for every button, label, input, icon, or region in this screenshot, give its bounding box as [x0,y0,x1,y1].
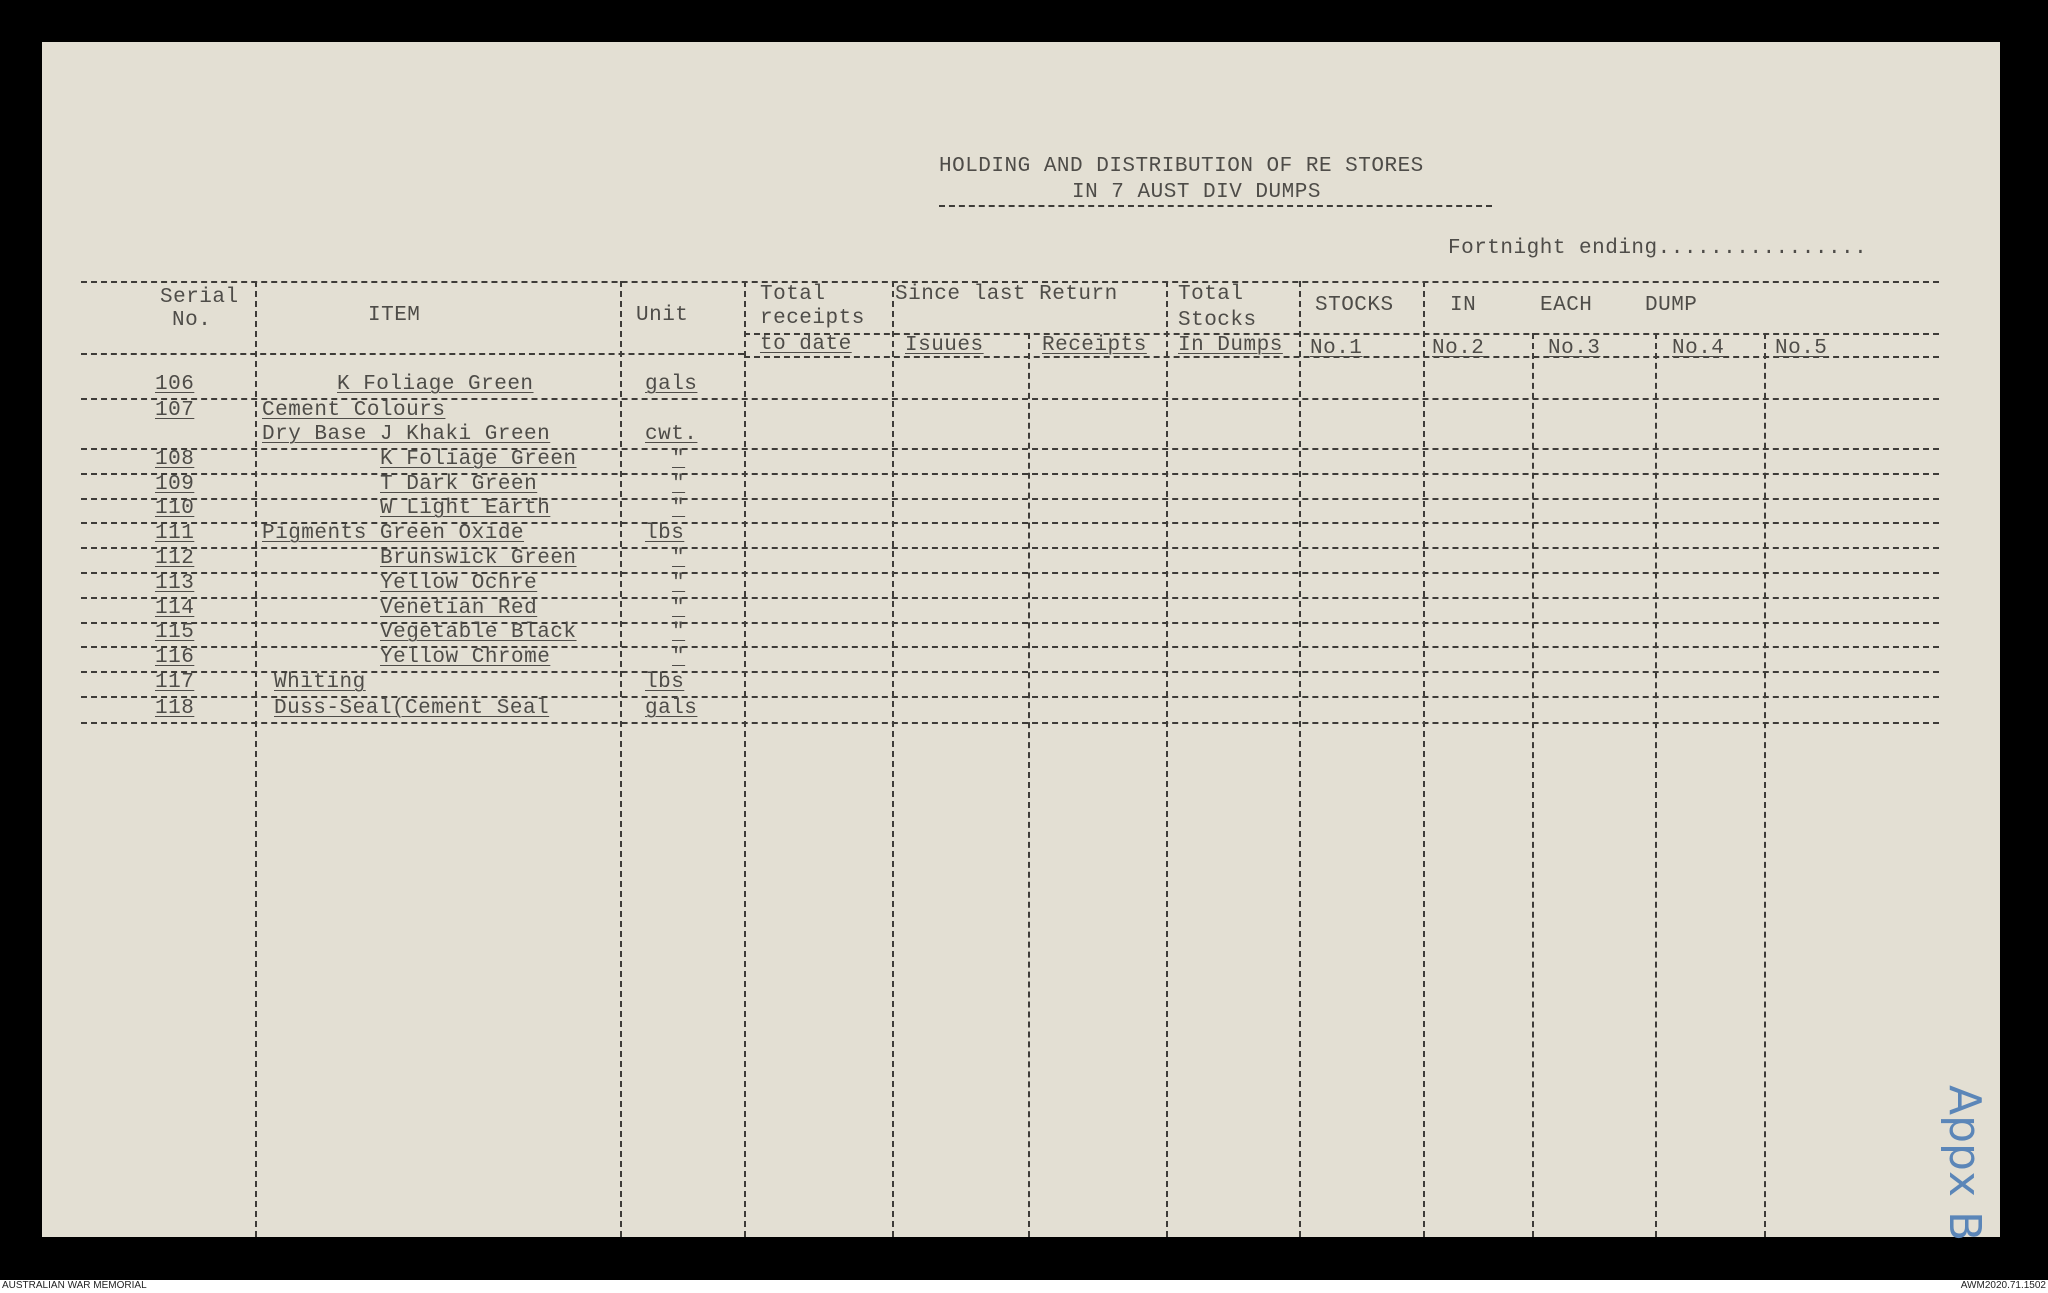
header-total-receipts-2: receipts [760,307,865,330]
row-divider [81,722,1939,724]
row-divider [81,646,1939,648]
row-unit: " [672,621,686,644]
row-item: K Foliage Green [380,448,577,471]
header-no3: No.3 [1548,337,1601,360]
row-serial: 115 [155,621,195,644]
header-total-receipts-1: Total [760,283,826,306]
header-each: EACH [1540,294,1593,317]
row-divider [81,547,1939,549]
column-divider-unit [620,281,622,1237]
column-divider-n3 [1532,333,1534,1237]
column-divider-ts [1166,281,1168,1237]
header-no5: No.5 [1775,337,1828,360]
row-item: Yellow Ochre [380,572,538,595]
footer: AUSTRALIAN WAR MEMORIAL AWM2020.71.1502 [0,1280,2048,1293]
row-serial: 112 [155,547,195,570]
row-unit: " [672,547,686,570]
header-since-last-return: Since last Return [895,283,1118,306]
row-serial: 111 [155,522,195,545]
row-item: Cement Colours [262,399,446,422]
column-divider-rc [1028,333,1030,1237]
row-unit: " [672,572,686,595]
footer-source: AUSTRALIAN WAR MEMORIAL [2,1280,147,1291]
row-serial: 109 [155,473,195,496]
header-receipts: Receipts [1042,334,1147,357]
header-top-line [81,281,1939,283]
row-unit: " [672,597,686,620]
row-unit: " [672,497,686,520]
row-divider [81,696,1939,698]
header-dump: DUMP [1645,294,1698,317]
document-page: HOLDING AND DISTRIBUTION OF RE STORES IN… [42,42,2000,1237]
row-divider [81,448,1939,450]
column-divider-sl [892,281,894,1237]
row-item: T Dark Green [380,473,538,496]
column-divider-n2 [1423,281,1425,1237]
header-no4: No.4 [1672,337,1725,360]
header-no1: No.1 [1310,337,1363,360]
column-divider-n4 [1655,333,1657,1237]
header-total-stocks-2: Stocks [1178,309,1257,332]
row-serial: 110 [155,497,195,520]
title-line-2: IN 7 AUST DIV DUMPS [1072,181,1321,204]
row-item: Duss-Seal(Cement Seal [274,697,550,720]
header-total-stocks-3: In Dumps [1178,334,1283,357]
title-underline [939,205,1492,207]
row-serial: 108 [155,448,195,471]
header-bottom-line [81,353,744,355]
handwritten-annotation: Appx B [1939,1085,1990,1242]
row-divider [81,522,1939,524]
column-divider-n1 [1299,281,1301,1237]
subheader-line [744,333,1939,335]
row-divider [81,498,1939,500]
row-item: Pigments Green Oxide [262,522,525,545]
row-item: Dry Base J Khaki Green [262,423,551,446]
row-serial: 106 [155,373,195,396]
row-unit: " [672,646,686,669]
footer-reference: AWM2020.71.1502 [1960,1280,2046,1291]
header-unit: Unit [636,304,689,327]
header-item: ITEM [368,304,421,327]
header-serial-1: Serial [160,286,239,309]
header-no2: No.2 [1432,337,1485,360]
row-item: Venetian Red [380,597,538,620]
fortnight-ending: Fortnight ending................ [1448,237,1868,260]
row-unit: lbs [645,671,685,694]
row-divider [81,597,1939,599]
row-item: Vegetable Black [380,621,577,644]
row-serial: 113 [155,572,195,595]
column-divider-item [255,281,257,1237]
row-serial: 114 [155,597,195,620]
row-unit: cwt. [645,423,698,446]
row-item: Yellow Chrome [380,646,551,669]
header-stocks: STOCKS [1315,294,1394,317]
row-serial: 118 [155,697,195,720]
row-divider [81,473,1939,475]
row-unit: lbs [645,522,685,545]
row-item: K Foliage Green [337,373,534,396]
row-item: Whiting [274,671,366,694]
row-divider [81,572,1939,574]
row-divider [81,398,1939,400]
row-serial: 117 [155,671,195,694]
header-issues: Isuues [905,334,984,357]
title-line-1: HOLDING AND DISTRIBUTION OF RE STORES [939,155,1424,178]
header-in: IN [1450,294,1477,317]
row-unit: gals [645,697,698,720]
row-serial: 116 [155,646,195,669]
row-unit: " [672,473,686,496]
column-divider-n5 [1764,333,1766,1237]
row-item: Brunswick Green [380,547,577,570]
column-divider-tr [744,281,746,1237]
row-item: W Light Earth [380,497,551,520]
row-divider [81,671,1939,673]
header-total-stocks-1: Total [1178,283,1244,306]
header-bottom-line [744,356,1939,358]
row-serial: 107 [155,399,195,422]
header-total-receipts-3: to date [760,333,852,356]
row-divider [81,622,1939,624]
row-unit: gals [645,373,698,396]
row-unit: " [672,448,686,471]
header-serial-2: No. [172,309,212,332]
